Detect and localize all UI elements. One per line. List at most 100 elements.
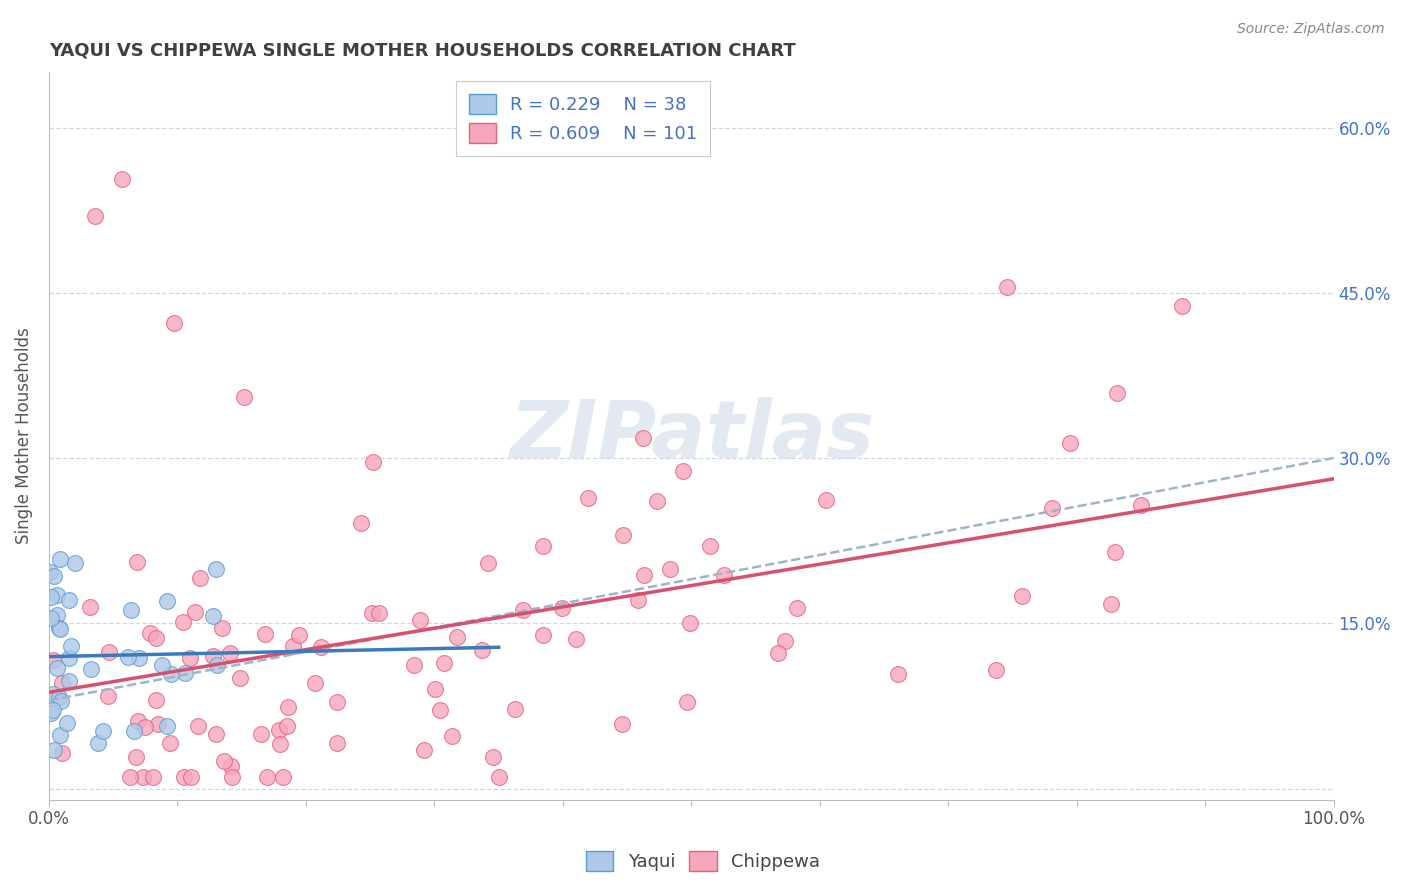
Point <box>205 727 228 741</box>
Point <box>39 565 62 579</box>
Point <box>207 658 229 673</box>
Point <box>97 689 120 703</box>
Point <box>503 702 526 716</box>
Point <box>276 718 298 732</box>
Point <box>156 594 179 608</box>
Point <box>49 551 72 566</box>
Point <box>120 603 142 617</box>
Point <box>269 723 291 737</box>
Point <box>271 771 294 785</box>
Point <box>551 601 574 615</box>
Point <box>160 667 183 681</box>
Point <box>631 431 654 445</box>
Point <box>39 611 62 625</box>
Point <box>145 631 167 645</box>
Point <box>179 651 201 665</box>
Point <box>404 657 426 672</box>
Point <box>256 771 278 785</box>
Point <box>58 674 80 689</box>
Point <box>41 687 63 701</box>
Point <box>127 714 149 728</box>
Point <box>678 615 700 630</box>
Point <box>145 693 167 707</box>
Text: Source: ZipAtlas.com: Source: ZipAtlas.com <box>1237 22 1385 37</box>
Point <box>229 671 252 685</box>
Point <box>815 493 838 508</box>
Point <box>139 626 162 640</box>
Point <box>51 746 73 760</box>
Point <box>326 735 349 749</box>
Point <box>441 729 464 743</box>
Point <box>211 621 233 635</box>
Point <box>202 608 225 623</box>
Point <box>361 455 384 469</box>
Point <box>627 592 650 607</box>
Point <box>1107 385 1129 400</box>
Point <box>786 600 808 615</box>
Point <box>128 650 150 665</box>
Point <box>132 771 155 785</box>
Point <box>79 600 101 615</box>
Point <box>156 719 179 733</box>
Point <box>86 735 108 749</box>
Point <box>477 556 499 570</box>
Point <box>117 650 139 665</box>
Point <box>187 719 209 733</box>
Point <box>58 651 80 665</box>
Point <box>51 675 73 690</box>
Point <box>174 665 197 680</box>
Point <box>1171 299 1194 313</box>
Point <box>350 516 373 530</box>
Point <box>172 615 194 629</box>
Point <box>713 568 735 582</box>
Point <box>288 627 311 641</box>
Point <box>645 494 668 508</box>
Point <box>150 658 173 673</box>
Point <box>429 703 451 717</box>
Point <box>48 621 70 635</box>
Point <box>134 720 156 734</box>
Point <box>283 640 305 654</box>
Point <box>219 646 242 660</box>
Point <box>423 682 446 697</box>
Point <box>775 633 797 648</box>
Point <box>887 666 910 681</box>
Point <box>269 737 291 751</box>
Point <box>55 715 77 730</box>
Point <box>49 622 72 636</box>
Point <box>80 662 103 676</box>
Point <box>58 592 80 607</box>
Point <box>91 723 114 738</box>
Point <box>565 632 588 646</box>
Point <box>84 209 107 223</box>
Point <box>1042 500 1064 515</box>
Point <box>184 605 207 619</box>
Point <box>658 562 681 576</box>
Point <box>1011 589 1033 603</box>
Point <box>122 723 145 738</box>
Point <box>46 661 69 675</box>
Point <box>446 630 468 644</box>
Point <box>309 640 332 654</box>
Point <box>433 656 456 670</box>
Point <box>699 539 721 553</box>
Point <box>610 717 633 731</box>
Point <box>277 700 299 714</box>
Point <box>111 172 134 186</box>
Point <box>249 727 271 741</box>
Point <box>46 607 69 622</box>
Text: ZIPatlas: ZIPatlas <box>509 397 873 475</box>
Point <box>201 648 224 663</box>
Text: YAQUI VS CHIPPEWA SINGLE MOTHER HOUSEHOLDS CORRELATION CHART: YAQUI VS CHIPPEWA SINGLE MOTHER HOUSEHOL… <box>49 42 796 60</box>
Point <box>471 643 494 657</box>
Point <box>612 528 634 542</box>
Point <box>214 755 236 769</box>
Point <box>325 695 347 709</box>
Point <box>1099 597 1122 611</box>
Point <box>120 771 142 785</box>
Point <box>65 556 87 570</box>
Point <box>39 706 62 720</box>
Point <box>45 588 67 602</box>
Point <box>481 750 503 764</box>
Point <box>98 645 121 659</box>
